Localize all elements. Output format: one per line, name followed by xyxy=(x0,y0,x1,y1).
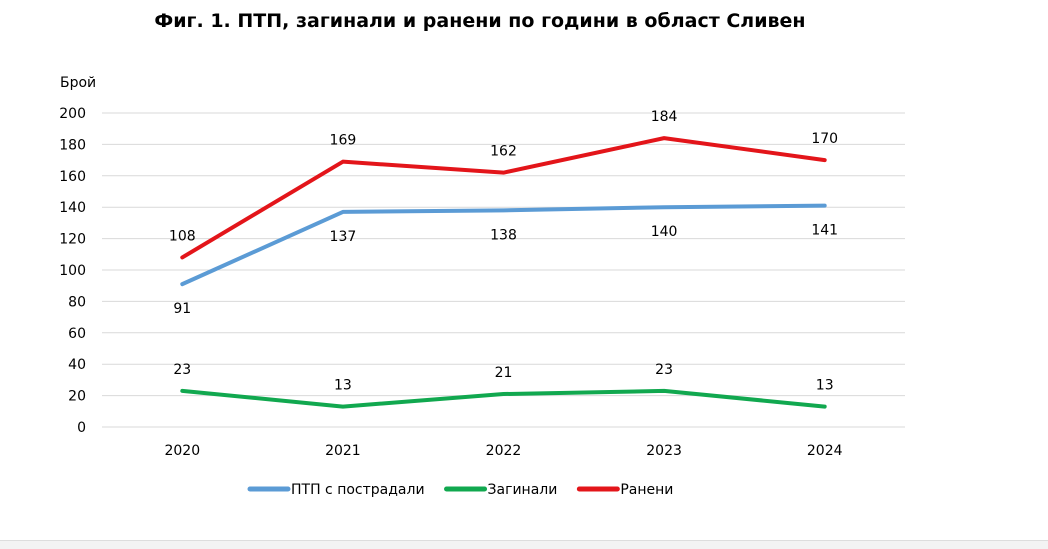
data-label: 184 xyxy=(651,109,678,125)
bottom-strip xyxy=(0,540,1048,549)
x-tick-label: 2022 xyxy=(486,443,522,459)
y-tick-label: 80 xyxy=(68,294,86,310)
data-label: 23 xyxy=(655,362,673,378)
x-tick-label: 2024 xyxy=(807,443,843,459)
y-tick-label: 160 xyxy=(59,169,86,185)
data-label: 169 xyxy=(330,133,357,149)
data-label: 138 xyxy=(490,227,517,243)
legend-label: Ранени xyxy=(620,482,673,498)
legend-label: ПТП с пострадали xyxy=(291,482,425,498)
series-line xyxy=(180,136,827,260)
data-label: 170 xyxy=(811,131,838,147)
y-tick-label: 0 xyxy=(77,420,86,436)
data-label: 141 xyxy=(811,223,838,239)
y-tick-label: 120 xyxy=(59,232,86,248)
y-tick-label: 100 xyxy=(59,263,86,279)
y-axis-label: Брой xyxy=(60,75,96,91)
data-label: 91 xyxy=(173,301,191,317)
y-tick-label: 20 xyxy=(68,389,86,405)
legend-label: Загинали xyxy=(488,482,558,498)
data-label: 13 xyxy=(334,378,352,394)
series-line xyxy=(180,203,827,287)
data-label: 137 xyxy=(330,229,357,245)
x-tick-label: 2023 xyxy=(646,443,682,459)
x-tick-label: 2020 xyxy=(164,443,200,459)
y-tick-label: 60 xyxy=(68,326,86,342)
data-label: 162 xyxy=(490,144,517,160)
y-tick-label: 180 xyxy=(59,137,86,153)
x-tick-label: 2021 xyxy=(325,443,361,459)
series-line xyxy=(180,388,827,409)
y-tick-label: 140 xyxy=(59,200,86,216)
data-label: 140 xyxy=(651,224,678,240)
data-label: 23 xyxy=(173,362,191,378)
data-label: 21 xyxy=(495,365,513,381)
data-label: 13 xyxy=(816,378,834,394)
y-tick-label: 40 xyxy=(68,357,86,373)
chart-title: Фиг. 1. ПТП, загинали и ранени по години… xyxy=(154,10,806,32)
y-tick-label: 200 xyxy=(59,106,86,122)
data-label: 108 xyxy=(169,228,196,244)
